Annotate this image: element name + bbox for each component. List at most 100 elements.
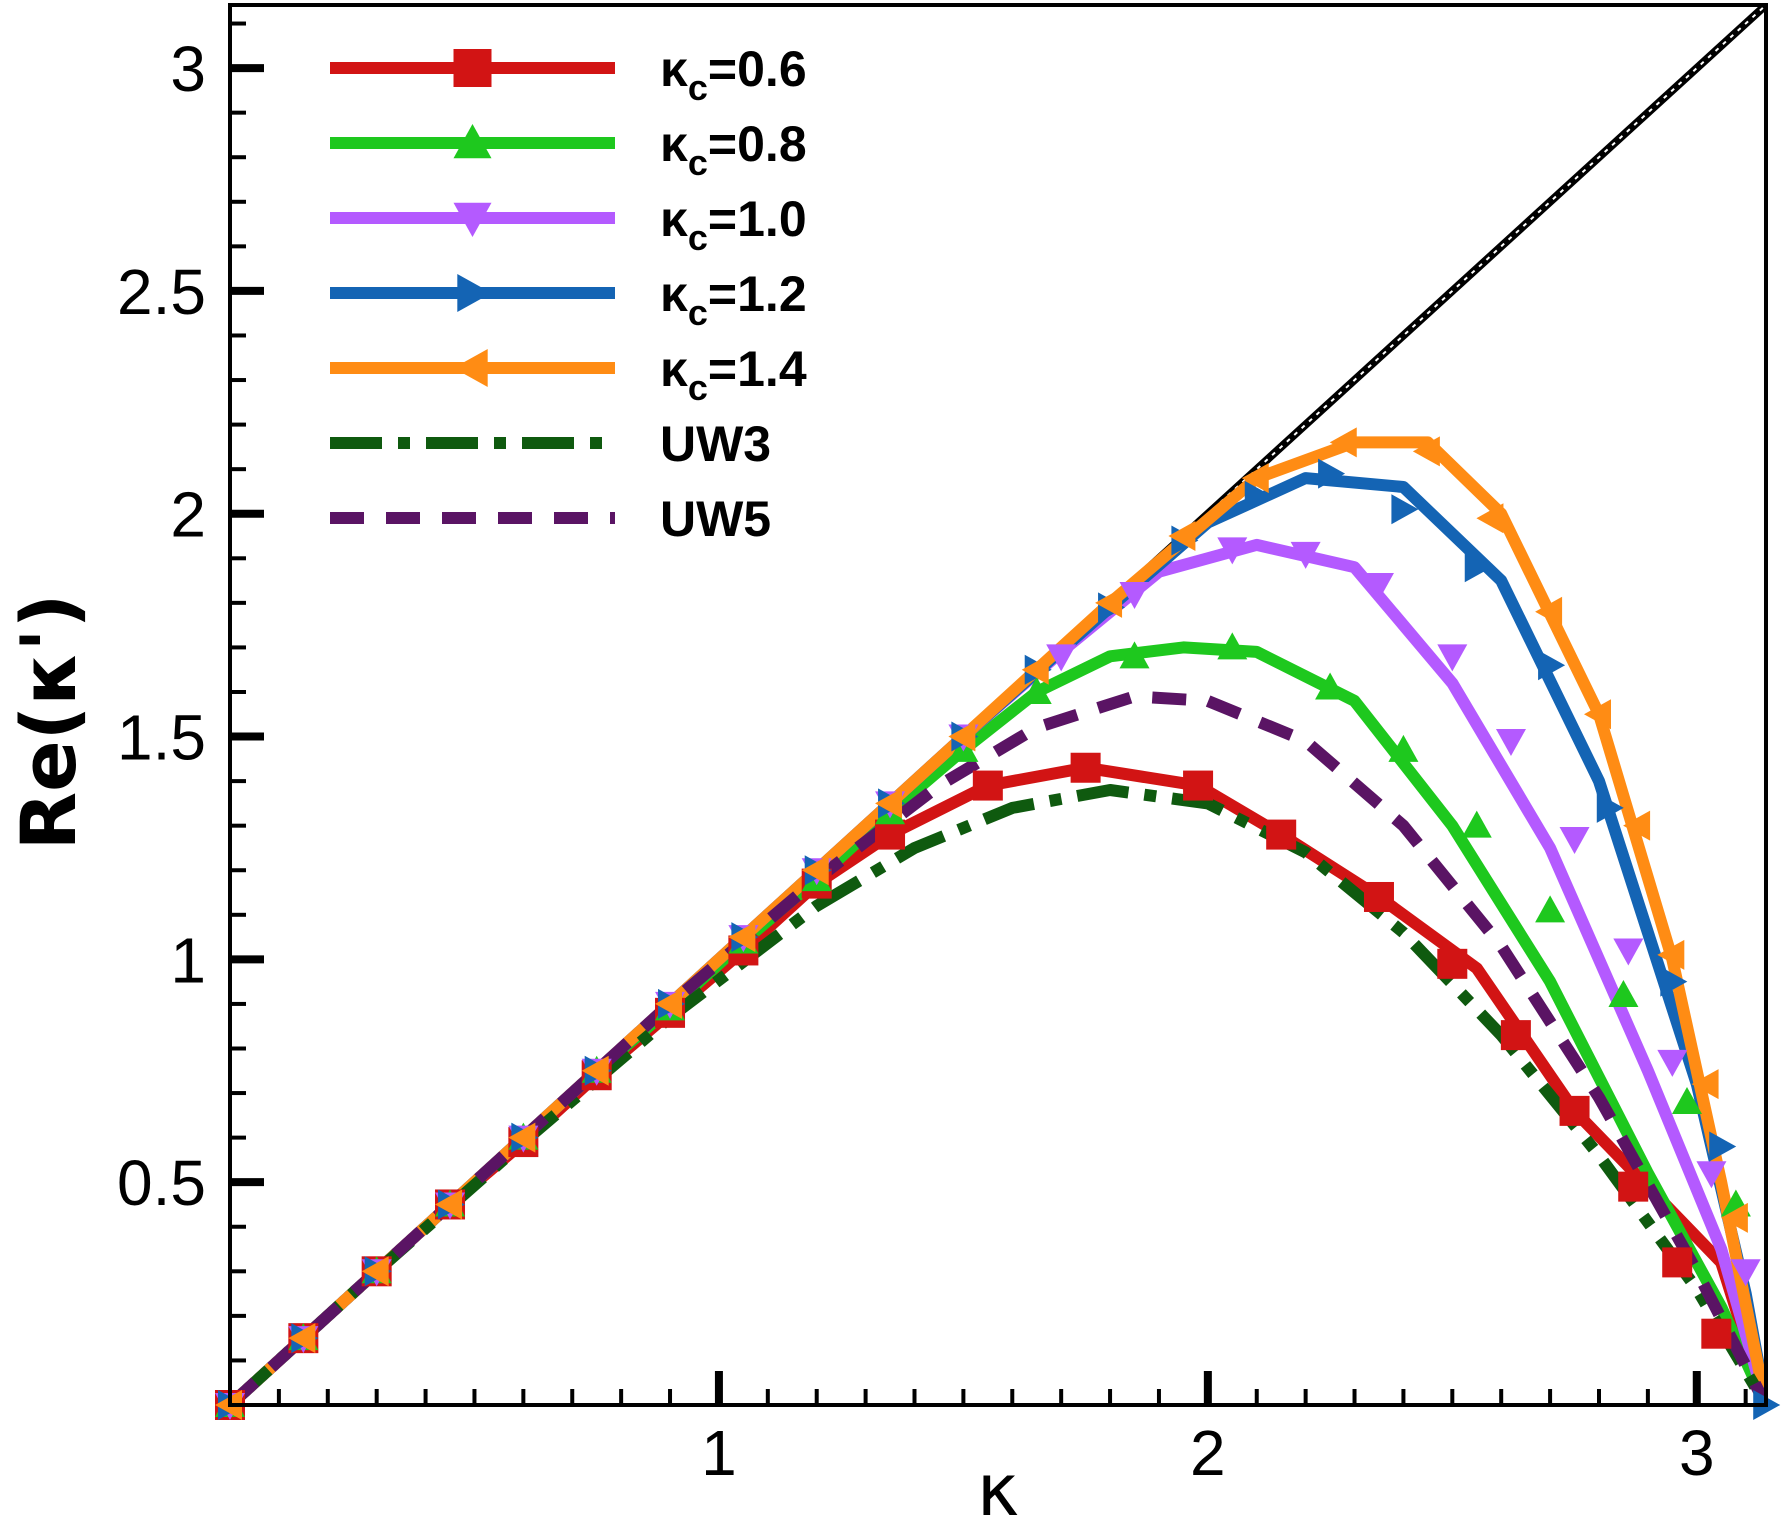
- data-point--c-1-4: [655, 988, 683, 1019]
- data-point--c-1-2: [1709, 1131, 1737, 1162]
- legend-label-symbol: κ: [660, 266, 688, 322]
- data-point--c-0-8: [1315, 672, 1346, 700]
- data-point--c-1-4: [1168, 521, 1196, 552]
- y-tick-labels: 0.5 1 1.5 2 2.5 3: [117, 33, 206, 1219]
- data-point--c-1-0: [1495, 729, 1526, 757]
- data-point--c-1-4: [1241, 463, 1269, 494]
- legend-swatch-marker: [457, 274, 492, 312]
- data-point--c-1-0: [1290, 541, 1321, 569]
- legend-label: κc=1.2: [660, 266, 807, 333]
- data-point--c-1-4: [948, 721, 976, 752]
- data-point--c-1-4: [1095, 587, 1123, 618]
- legend-label: UW5: [660, 491, 771, 547]
- y-tick-label: 0.5: [117, 1147, 206, 1219]
- tick-layer: [228, 21, 1748, 1405]
- legend-label-symbol: κ: [660, 116, 688, 172]
- data-point--c-0-6: [1701, 1318, 1732, 1349]
- data-point--c-0-8: [1608, 980, 1639, 1008]
- data-point--c-0-8: [1535, 895, 1566, 923]
- data-point--c-0-8: [1461, 810, 1492, 838]
- legend-entry--c-0-6: κc=0.6: [330, 41, 807, 108]
- data-point--c-1-0: [1730, 1259, 1761, 1287]
- legend-label-subscript: c: [688, 217, 708, 258]
- legend-label-subscript: c: [688, 142, 708, 183]
- data-point--c-0-8: [1119, 641, 1150, 669]
- legend-label-symbol: κ: [660, 341, 688, 397]
- data-point--c-1-4: [1329, 427, 1357, 458]
- series-line--c-1-2: [230, 472, 1766, 1405]
- data-point--c-1-0: [1696, 1161, 1727, 1189]
- marker-layer: [215, 427, 1781, 1420]
- data-point--c-1-4: [435, 1189, 463, 1220]
- data-point--c-1-2: [1244, 480, 1272, 511]
- legend-entry--c-0-8: κc=0.8: [330, 116, 807, 183]
- legend-swatch-marker: [453, 202, 492, 237]
- y-axis-title: Re(κ'): [4, 594, 93, 851]
- plot-frame: [228, 3, 1768, 1407]
- data-point--c-1-4: [288, 1323, 316, 1354]
- legend-label-symbol: κ: [660, 41, 688, 97]
- data-point--c-1-4: [581, 1055, 609, 1086]
- legend-label-subscript: c: [688, 67, 708, 108]
- legend-entry--c-1-2: κc=1.2: [330, 266, 807, 333]
- data-point--c-0-8: [1217, 632, 1248, 660]
- data-point--c-1-4: [1657, 939, 1685, 970]
- series-line--c-1-0: [230, 538, 1766, 1405]
- data-point--c-0-6: [1500, 1020, 1531, 1051]
- y-tick-label: 1.5: [117, 702, 206, 774]
- data-point--c-1-4: [728, 922, 756, 953]
- series-line--c-0-6: [230, 761, 1766, 1405]
- data-point--c-0-6: [972, 770, 1003, 801]
- series-line-uw5: [230, 690, 1766, 1405]
- legend-label-value: =0.6: [708, 41, 807, 97]
- data-point--c-0-6: [1437, 948, 1468, 979]
- data-point--c-1-0: [1613, 938, 1644, 966]
- data-point--c-1-4: [1691, 1069, 1719, 1100]
- legend-label: κc=1.4: [660, 341, 807, 408]
- x-tick-label: 1: [701, 1417, 737, 1489]
- data-point--c-0-6: [1662, 1247, 1693, 1278]
- data-point--c-1-0: [1559, 827, 1590, 855]
- data-point--c-1-0: [1217, 537, 1248, 565]
- data-point--c-1-4: [1021, 654, 1049, 685]
- data-point--c-1-4: [801, 855, 829, 886]
- data-point--c-1-2: [1318, 458, 1346, 489]
- data-point--c-1-4: [1535, 596, 1563, 627]
- legend-label: κc=0.6: [660, 41, 807, 108]
- y-tick-label: 1: [170, 924, 206, 996]
- series-line--c-0-8: [230, 641, 1766, 1405]
- series-line-uw3: [230, 784, 1766, 1405]
- data-point--c-1-2: [1391, 494, 1419, 525]
- data-point--c-1-4: [1623, 810, 1651, 841]
- data-point--c-0-8: [1021, 676, 1052, 704]
- legend-label: UW3: [660, 416, 771, 472]
- legend-label-subscript: c: [688, 292, 708, 333]
- y-tick-label: 3: [170, 33, 206, 105]
- data-point--c-0-6: [1559, 1095, 1590, 1126]
- legend-label-subscript: c: [688, 367, 708, 408]
- x-tick-labels: 1 2 3: [701, 1417, 1714, 1489]
- data-point--c-1-0: [1437, 644, 1468, 672]
- data-point--c-0-8: [1388, 734, 1419, 762]
- legend-swatch-marker: [453, 49, 492, 87]
- legend-entry--c-1-4: κc=1.4: [330, 341, 807, 408]
- legend-label-value: =0.8: [708, 116, 807, 172]
- legend-label: κc=1.0: [660, 191, 807, 258]
- legend-label-value: =1.2: [708, 266, 807, 322]
- y-tick-label: 2.5: [117, 256, 206, 328]
- legend-label: κc=0.8: [660, 116, 807, 183]
- data-point--c-0-8: [1671, 1086, 1702, 1114]
- data-point--c-1-4: [508, 1122, 536, 1153]
- legend-entry-uw5: UW5: [330, 491, 771, 547]
- x-axis-title: κ: [977, 1448, 1019, 1521]
- data-point--c-1-4: [875, 788, 903, 819]
- data-point--c-1-2: [1596, 792, 1624, 823]
- legend-label-symbol: UW5: [660, 491, 771, 547]
- data-point--c-1-0: [1119, 581, 1150, 609]
- data-point--c-1-2: [1538, 650, 1566, 681]
- data-point--c-0-6: [1363, 881, 1394, 912]
- y-tick-label: 2: [170, 479, 206, 551]
